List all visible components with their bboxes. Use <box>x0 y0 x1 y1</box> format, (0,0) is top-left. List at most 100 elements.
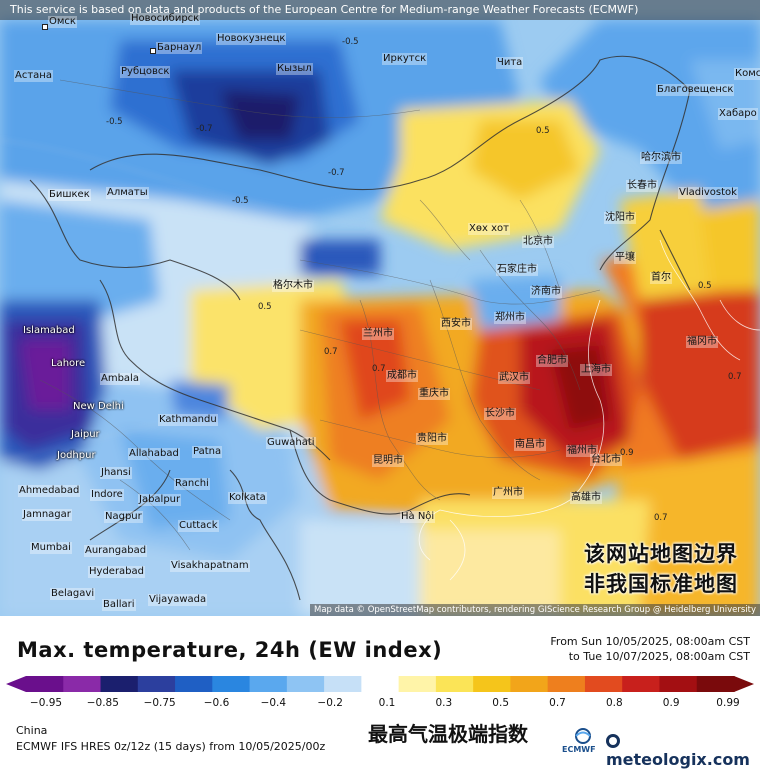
place-label: 福冈市 <box>686 336 718 348</box>
place-label: 南昌市 <box>514 439 546 451</box>
colorbar-segment <box>435 676 474 692</box>
place-label: Иркутск <box>382 53 428 65</box>
contour-label: 0.9 <box>620 448 634 458</box>
colorbar-segment <box>510 676 549 692</box>
colorbar-segment <box>696 676 735 692</box>
place-label: Jabalpur <box>138 494 182 506</box>
place-label: 平壤 <box>614 252 636 264</box>
region-label: China <box>16 724 48 737</box>
place-label: 北京市 <box>522 236 554 248</box>
contour-label: -0.5 <box>232 196 249 206</box>
place-label: Jhansi <box>100 467 132 479</box>
place-label: Хабаро <box>718 108 758 120</box>
contour-label: 0.7 <box>324 347 338 357</box>
place-label: 昆明市 <box>372 455 404 467</box>
place-label: 成都市 <box>386 370 418 382</box>
map-disclaimer-line-2: 非我国标准地图 <box>584 572 738 596</box>
model-info: ECMWF IFS HRES 0z/12z (15 days) from 10/… <box>16 740 326 753</box>
place-label: Рубцовск <box>120 66 171 78</box>
colorbar-tick-label: −0.6 <box>203 697 230 709</box>
colorbar-tick-label: −0.85 <box>86 697 119 709</box>
place-label: 武汉市 <box>498 372 530 384</box>
meteologix-logo[interactable]: meteologix.com <box>606 731 760 769</box>
place-label: Ranchi <box>174 478 210 490</box>
colorbar-segment <box>137 676 176 692</box>
place-label: Jodhpur <box>57 450 96 461</box>
contour-label: 0.5 <box>698 281 712 291</box>
place-label: Kathmandu <box>158 414 218 426</box>
contour-label: 0.7 <box>372 364 386 374</box>
place-label: 西安市 <box>440 318 472 330</box>
place-label: Belagavi <box>50 588 96 600</box>
place-label: 兰州市 <box>362 328 394 340</box>
place-label: 上海市 <box>580 364 612 376</box>
colorbar-segment <box>100 676 139 692</box>
place-label: Ballari <box>102 599 136 611</box>
contour-label: 0.5 <box>536 126 550 136</box>
colorbar-tick-label: 0.7 <box>549 697 566 709</box>
colorbar-segment <box>659 676 698 692</box>
place-label: Allahabad <box>128 448 180 460</box>
contour-label: -0.7 <box>196 124 213 134</box>
place-label: Indore <box>90 489 124 501</box>
ecmwf-logo <box>575 728 591 744</box>
colorbar-segment <box>398 676 437 692</box>
chinese-title: 最高气温极端指数 <box>368 722 528 746</box>
colorbar <box>6 676 754 692</box>
place-label: Nagpur <box>104 511 143 523</box>
city-marker <box>42 24 48 30</box>
temperature-field <box>0 0 760 616</box>
place-label: 长沙市 <box>484 408 516 420</box>
place-label: Hyderabad <box>88 566 145 578</box>
colorbar-tick-label: 0.99 <box>716 697 740 709</box>
colorbar-tick-label: −0.2 <box>317 697 343 709</box>
place-label: Астана <box>14 70 53 82</box>
map-area[interactable]: This service is based on data and produc… <box>0 0 760 616</box>
colorbar-tick-label: 0.3 <box>435 697 453 709</box>
ecmwf-label: ECMWF <box>562 745 596 754</box>
place-label: 沈阳市 <box>604 212 636 224</box>
place-label: 长春市 <box>626 180 658 192</box>
colorbar-arrow-right <box>734 676 754 692</box>
place-label: Mumbai <box>30 542 72 554</box>
place-label: 石家庄市 <box>496 264 538 276</box>
colorbar-tick-label: −0.4 <box>260 697 287 709</box>
place-label: Patna <box>192 446 223 458</box>
place-label: 格尔木市 <box>272 280 314 292</box>
place-label: 台北市 <box>590 454 622 466</box>
place-label: Jaipur <box>71 429 100 440</box>
place-label: Омск <box>48 16 77 28</box>
place-label: Кызыл <box>276 63 313 75</box>
colorbar-segment <box>63 676 102 692</box>
place-label: Visakhapatnam <box>170 560 250 572</box>
place-label: 郑州市 <box>494 312 526 324</box>
place-label: 首尔 <box>650 272 672 284</box>
colorbar-segment <box>584 676 623 692</box>
place-label: Новосибирск <box>130 13 201 25</box>
place-label: Чита <box>496 57 524 69</box>
place-label: Ahmedabad <box>18 485 81 497</box>
attribution-top: This service is based on data and produc… <box>0 0 760 20</box>
place-label: Барнаул <box>156 42 203 54</box>
colorbar-segment <box>473 676 512 692</box>
colorbar-tick-label: 0.5 <box>492 697 510 709</box>
place-label: 广州市 <box>492 487 524 499</box>
colorbar-segment <box>249 676 288 692</box>
place-label: 合肥市 <box>536 355 568 367</box>
date-from: From Sun 10/05/2025, 08:00am CST <box>550 635 750 648</box>
place-label: Комс <box>734 68 760 80</box>
place-label: Lahore <box>51 358 86 369</box>
place-label: Бишкек <box>48 189 91 201</box>
place-label: Новокузнецк <box>216 33 287 45</box>
place-label: Алматы <box>106 187 149 199</box>
place-label: Islamabad <box>23 325 75 336</box>
colorbar-arrow-left <box>6 676 26 692</box>
city-marker <box>150 48 156 54</box>
colorbar-segment <box>286 676 325 692</box>
place-label: 重庆市 <box>418 388 450 400</box>
date-to: to Tue 10/07/2025, 08:00am CST <box>568 650 750 663</box>
colorbar-tick-label: 0.9 <box>662 697 680 709</box>
contour-label: 0.5 <box>258 302 272 312</box>
place-label: 哈尔滨市 <box>640 152 682 164</box>
colorbar-segment <box>175 676 213 692</box>
